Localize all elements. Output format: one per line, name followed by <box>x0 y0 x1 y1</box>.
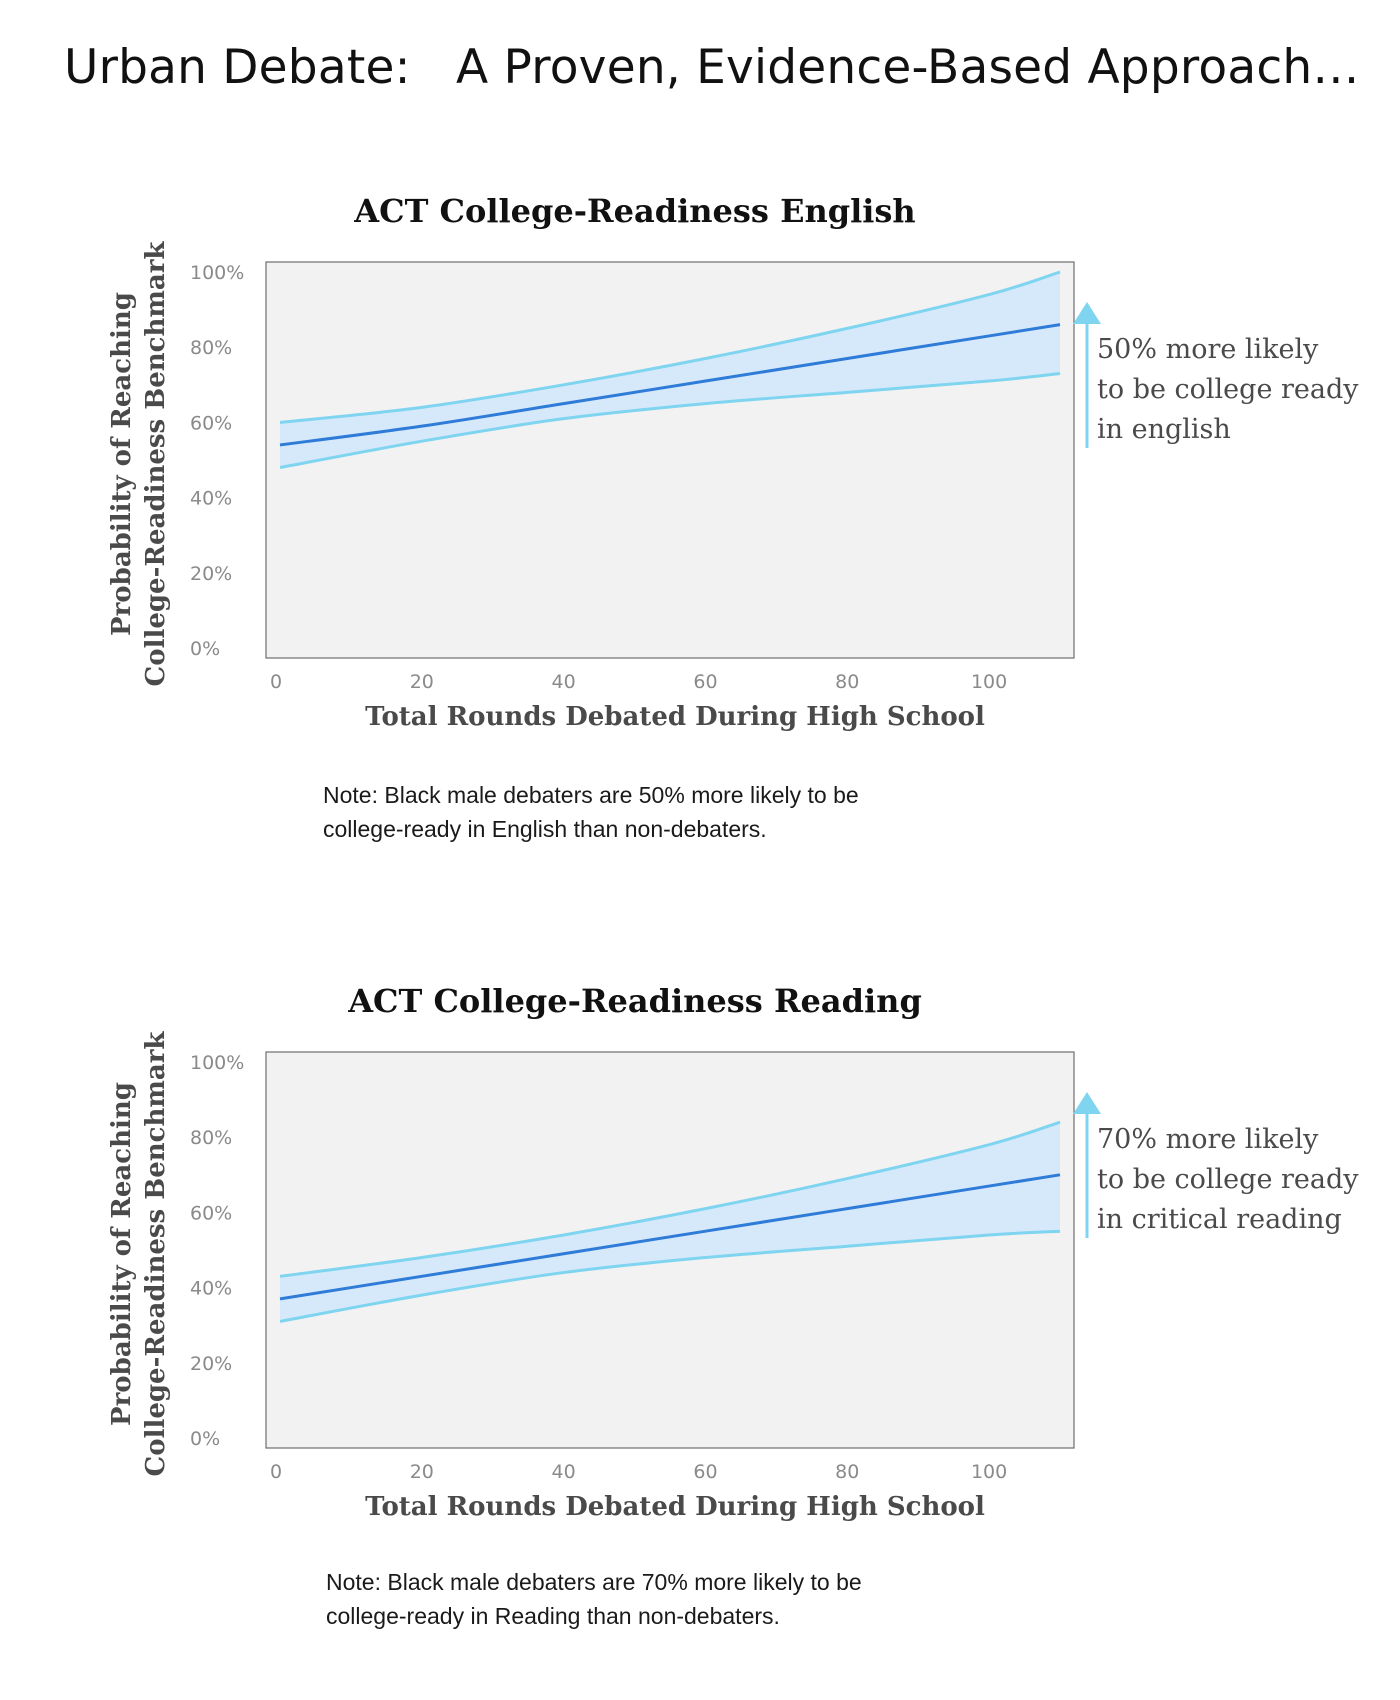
chart-title: ACT College-Readiness English <box>353 192 915 230</box>
x-tick-label: 80 <box>835 671 859 693</box>
lower-bound-line <box>279 1229 1061 1323</box>
lower-bound-line <box>279 372 1061 469</box>
x-tick-label: 80 <box>835 1461 859 1483</box>
callout-text: in critical reading <box>1097 1204 1342 1235</box>
upper-bound-line <box>279 270 1061 424</box>
y-tick-label: 40% <box>190 1278 232 1300</box>
note-line: college-ready in Reading than non-debate… <box>326 1603 780 1629</box>
x-tick-label: 40 <box>552 671 576 693</box>
x-tick-label: 40 <box>552 1461 576 1483</box>
page-title: Urban Debate: A Proven, Evidence-Based A… <box>64 40 1360 95</box>
y-tick-label: 0% <box>190 638 220 660</box>
chart-note-english: Note: Black male debaters are 50% more l… <box>323 778 943 846</box>
x-tick-label: 20 <box>410 671 434 693</box>
y-tick-label: 60% <box>190 412 232 434</box>
y-tick-label: 60% <box>190 1202 232 1224</box>
y-axis-label: College-Readiness Benchmark <box>141 241 171 687</box>
note-line: college-ready in English than non-debate… <box>323 816 767 842</box>
callout-text: to be college ready <box>1097 1164 1359 1195</box>
chart-title: ACT College-Readiness Reading <box>347 982 922 1020</box>
confidence-band <box>280 1122 1060 1322</box>
upper-bound-line <box>279 1120 1061 1278</box>
note-line: Note: Black male debaters are 70% more l… <box>326 1569 862 1595</box>
y-axis-label: College-Readiness Benchmark <box>141 1031 171 1477</box>
y-tick-label: 20% <box>190 563 232 585</box>
y-tick-label: 100% <box>190 262 244 284</box>
y-axis-label: Probability of Reaching <box>107 292 137 636</box>
y-tick-label: 80% <box>190 337 232 359</box>
callout-text: 70% more likely <box>1097 1124 1319 1155</box>
y-tick-label: 40% <box>190 488 232 510</box>
up-arrow-icon <box>1073 302 1101 324</box>
note-line: Note: Black male debaters are 50% more l… <box>323 782 859 808</box>
x-tick-label: 60 <box>693 1461 717 1483</box>
callout-text: in english <box>1097 414 1231 445</box>
y-tick-label: 100% <box>190 1052 244 1074</box>
callout-text: to be college ready <box>1097 374 1359 405</box>
x-tick-label: 100 <box>971 671 1007 693</box>
x-axis-label: Total Rounds Debated During High School <box>365 702 985 732</box>
chart-note-reading: Note: Black male debaters are 70% more l… <box>326 1565 946 1633</box>
y-tick-label: 0% <box>190 1428 220 1450</box>
x-tick-label: 20 <box>410 1461 434 1483</box>
chart-reading: ACT College-Readiness Reading 0% 20% 40% 60%… <box>107 982 1359 1522</box>
chart-english: ACT College-Readiness English 0% 20% 40% 60%… <box>107 192 1359 732</box>
x-tick-label: 0 <box>270 671 282 693</box>
y-tick-label: 80% <box>190 1127 232 1149</box>
plot-area <box>265 1051 1075 1449</box>
y-tick-label: 20% <box>190 1353 232 1375</box>
x-tick-label: 60 <box>693 671 717 693</box>
callout-text: 50% more likely <box>1097 334 1319 365</box>
x-tick-label: 0 <box>270 1461 282 1483</box>
mean-line <box>279 1173 1061 1301</box>
x-tick-label: 100 <box>971 1461 1007 1483</box>
y-axis-label: Probability of Reaching <box>107 1082 137 1426</box>
mean-line <box>279 323 1061 447</box>
x-axis-label: Total Rounds Debated During High School <box>365 1492 985 1522</box>
up-arrow-icon <box>1073 1092 1101 1114</box>
